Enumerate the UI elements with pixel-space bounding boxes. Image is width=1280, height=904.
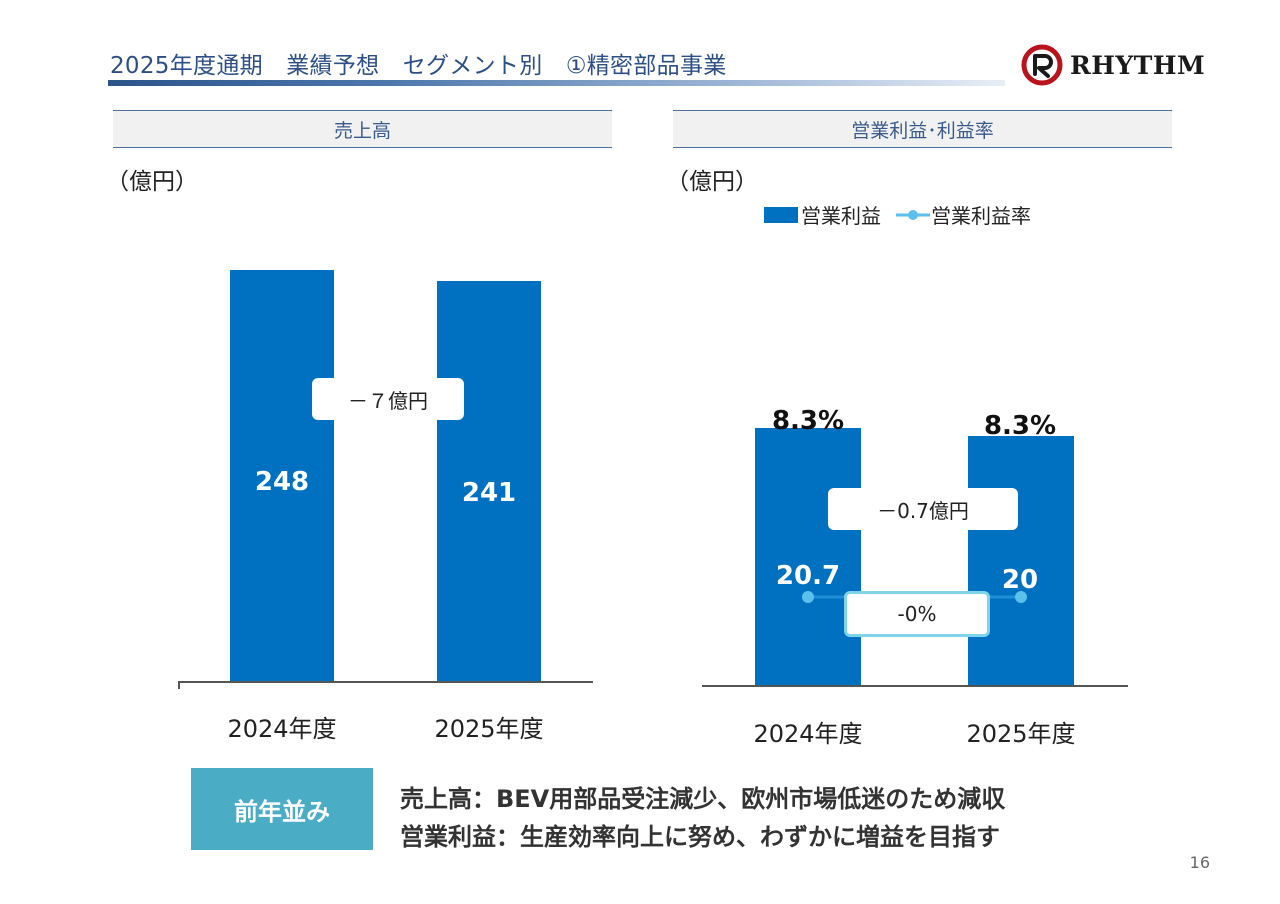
- profit-x-axis: [702, 685, 1128, 687]
- profit-category-2024: 2024年度: [753, 720, 863, 748]
- sales-value-label-2024: 248: [254, 466, 310, 497]
- sales-bar-2024: [230, 269, 334, 681]
- sales-x-axis: [178, 681, 593, 683]
- logo-text: RHYTHM: [1070, 50, 1206, 80]
- profit-change-callout: －0.7億円: [828, 488, 1018, 530]
- margin-label-2024: 8.3%: [771, 406, 845, 436]
- profit-value-label-2024: 20.7: [775, 561, 841, 591]
- summary-badge: 前年並み: [191, 768, 373, 850]
- rhythm-logo-icon: [1021, 44, 1063, 86]
- legend-line-label: 営業利益率: [931, 204, 1031, 228]
- summary-line-profit: 営業利益：生産効率向上に努め、わずかに増益を目指す: [400, 823, 1000, 851]
- margin-point-2025: [1015, 591, 1027, 603]
- sales-category-2024: 2024年度: [227, 715, 337, 743]
- title-underline: [108, 80, 1005, 86]
- legend-bar-label: 営業利益: [801, 204, 881, 228]
- sales-category-2025: 2025年度: [434, 715, 544, 743]
- profit-bar-2024: [755, 427, 861, 685]
- profit-bar-2025: [968, 436, 1074, 685]
- profit-unit-label: （億円）: [666, 169, 758, 195]
- slide-title: 2025年度通期 業績予想 セグメント別 ①精密部品事業: [110, 53, 727, 79]
- profit-category-2025: 2025年度: [966, 720, 1076, 748]
- company-logo: RHYTHM: [1020, 42, 1205, 88]
- profit-legend: 営業利益 営業利益率: [764, 200, 1031, 229]
- margin-point-2024: [802, 591, 814, 603]
- sales-x-axis-tick: [178, 681, 180, 689]
- sales-panel-header: 売上高: [113, 110, 612, 148]
- sales-change-callout: －７億円: [312, 378, 464, 420]
- margin-change-callout: -0%: [844, 591, 990, 637]
- legend-line-icon: [896, 209, 930, 220]
- summary-line-sales: 売上高：BEV用部品受注減少、欧州市場低迷のため減収: [400, 785, 1006, 813]
- margin-label-2025: 8.3%: [983, 411, 1057, 441]
- profit-panel-header: 営業利益･利益率: [673, 110, 1172, 148]
- sales-bar-2025: [437, 281, 541, 681]
- sales-unit-label: （億円）: [106, 169, 198, 195]
- legend-bar-swatch: [764, 206, 798, 223]
- page-number: 16: [1189, 853, 1210, 872]
- sales-value-label-2025: 241: [461, 478, 517, 509]
- profit-value-label-2025: 20: [1001, 565, 1039, 595]
